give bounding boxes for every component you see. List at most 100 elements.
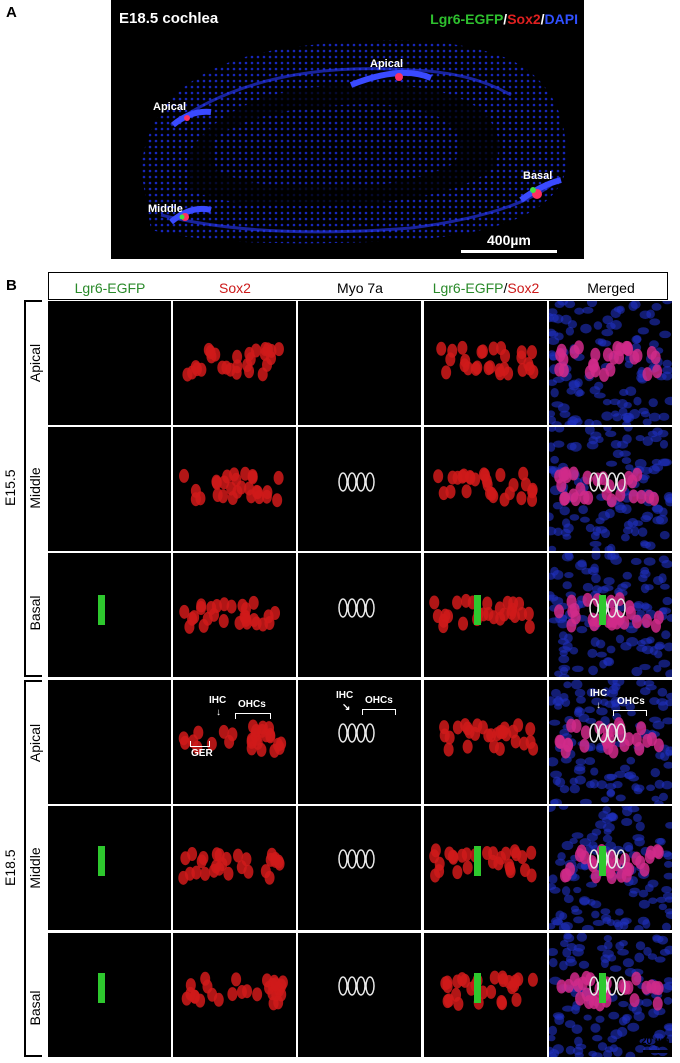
group-label-e185: E18.5 (2, 849, 18, 886)
row-label-e155-basal: Basal (27, 595, 43, 631)
tile-image-row6-lgr6 (98, 973, 105, 1003)
row-label-e185-basal: Basal (27, 990, 43, 1026)
tile-image-row5-lgr6 (98, 846, 105, 876)
col-header-lgr6-part: Lgr6-EGFP (432, 280, 504, 296)
tile-row1-lgr6 (48, 301, 171, 425)
col-header-sox2-part: Sox2 (507, 280, 540, 296)
tile-image-row3-merged (549, 553, 672, 677)
tile-image-row1-lgr6-sox2 (436, 340, 539, 381)
tile-image-row1-merged (549, 301, 672, 425)
tile-image-row5-sox2 (178, 847, 285, 885)
legend-sep-2: / (540, 11, 545, 27)
tile-row2-sox2 (173, 427, 296, 551)
tile-image-row3-lgr6 (98, 595, 105, 625)
label-basal: Basal (523, 170, 553, 182)
tile-image-row2-lgr6-sox2 (433, 466, 538, 507)
label-apical-left: Apical (153, 101, 187, 113)
annotation-ihc-sox2: IHC (209, 695, 227, 706)
arrow-ihc-merged: ↓ (596, 700, 601, 711)
label-apical-top: Apical (370, 58, 404, 70)
panel-a-scale-bar-line (461, 250, 557, 253)
tile-row1-sox2 (173, 301, 296, 425)
cochlea-section-drawing (141, 40, 567, 244)
tile-image-row5-lgr6-sox2 (429, 843, 537, 883)
tile-image-row1-lgr6 (48, 301, 171, 425)
tile-row1-lgr6-sox2 (424, 301, 547, 425)
tile-row3-lgr6-sox2 (424, 553, 547, 677)
tile-image-row4-lgr6-sox2 (439, 718, 539, 757)
tile-row2-merged (549, 427, 672, 551)
tile-row5-sox2 (173, 806, 296, 930)
annotation-ihc-myo7a: IHC (336, 690, 354, 701)
e185-bracket (24, 680, 42, 1057)
tile-row4-lgr6 (48, 680, 171, 804)
tile-row1-myo7a (298, 301, 421, 425)
tile-row6-lgr6 (48, 933, 171, 1057)
arrow-ihc-sox2: ↓ (216, 707, 221, 718)
row-label-e185-apical: Apical (27, 723, 43, 763)
annotation-ger: GER (191, 748, 213, 759)
tile-row2-lgr6-sox2 (424, 427, 547, 551)
bracket-ohcs-sox2 (235, 713, 271, 719)
tile-row5-lgr6 (48, 806, 171, 930)
tile-row6-myo7a (298, 933, 421, 1057)
legend-lgr6: Lgr6-EGFP (430, 11, 504, 27)
col-header-merged: Merged (587, 280, 635, 296)
legend-sox2: Sox2 (507, 11, 541, 27)
tile-image-row6-merged (549, 933, 672, 1057)
panel-a-title: E18.5 cochlea (119, 10, 219, 27)
e155-bracket (24, 300, 42, 677)
header-underline (48, 299, 668, 300)
tile-row4-sox2 (173, 680, 296, 804)
tile-image-row4-merged (549, 680, 672, 804)
column-header-box (48, 272, 668, 300)
tile-row4-merged (549, 680, 672, 804)
bracket-ohcs-myo7a (362, 709, 396, 715)
panel-a-legend: Lgr6-EGFP/Sox2/DAPI (430, 11, 578, 27)
tile-image-row4-sox2 (178, 719, 287, 758)
tile-row6-lgr6-sox2 (424, 933, 547, 1057)
col-header-slash: / (503, 280, 508, 296)
tile-image-row5-merged (549, 806, 672, 930)
tile-image-row1-myo7a (298, 301, 421, 425)
tile-row3-lgr6 (48, 553, 171, 677)
tile-image-row6-myo7a (338, 976, 375, 996)
tile-row3-sox2 (173, 553, 296, 677)
tile-image-row1-sox2 (182, 342, 284, 382)
tile-row5-merged (549, 806, 672, 930)
bracket-ger (190, 741, 210, 747)
col-header-myo7a: Myo 7a (337, 280, 383, 296)
tile-row4-myo7a (298, 680, 421, 804)
tile-image-row2-merged (549, 427, 672, 551)
col-header-sox2: Sox2 (219, 280, 251, 296)
tile-row5-lgr6-sox2 (424, 806, 547, 930)
tile-image-row2-myo7a (338, 472, 375, 492)
tile-image-row3-lgr6-sox2 (429, 593, 535, 634)
tile-row6-sox2 (173, 933, 296, 1057)
panel-b-scale-bar-label: 20 µm (641, 1036, 670, 1047)
tile-image-row4-myo7a (338, 723, 375, 743)
annotation-ohcs-merged: OHCs (617, 696, 645, 707)
tile-image-row2-lgr6 (48, 427, 171, 551)
tile-image-row4-lgr6 (48, 680, 171, 804)
group-label-e155: E15.5 (2, 469, 18, 506)
panel-a-letter: A (6, 4, 17, 21)
row-label-e185-middle: Middle (27, 847, 43, 889)
panel-b-letter: B (6, 277, 17, 294)
tile-row3-merged (549, 553, 672, 677)
legend-dapi: DAPI (544, 11, 578, 27)
col-header-lgr6-sox2: Lgr6-EGFP/Sox2 (424, 280, 548, 296)
tile-row2-lgr6 (48, 427, 171, 551)
tile-row1-merged (549, 301, 672, 425)
panel-a-scale-bar-label: 400µm (487, 232, 531, 248)
tile-row5-myo7a (298, 806, 421, 930)
annotation-ohcs-sox2: OHCs (238, 699, 266, 710)
tile-row6-merged (549, 933, 672, 1057)
annotation-ihc-merged: IHC (590, 688, 608, 699)
tile-image-row5-myo7a (338, 849, 375, 869)
panel-b-scale-bar-line (643, 1050, 669, 1053)
row-label-e155-apical: Apical (27, 343, 43, 383)
tile-image-row6-lgr6-sox2 (440, 970, 538, 1011)
tile-image-row3-sox2 (179, 595, 281, 634)
bracket-ohcs-merged (613, 710, 647, 716)
